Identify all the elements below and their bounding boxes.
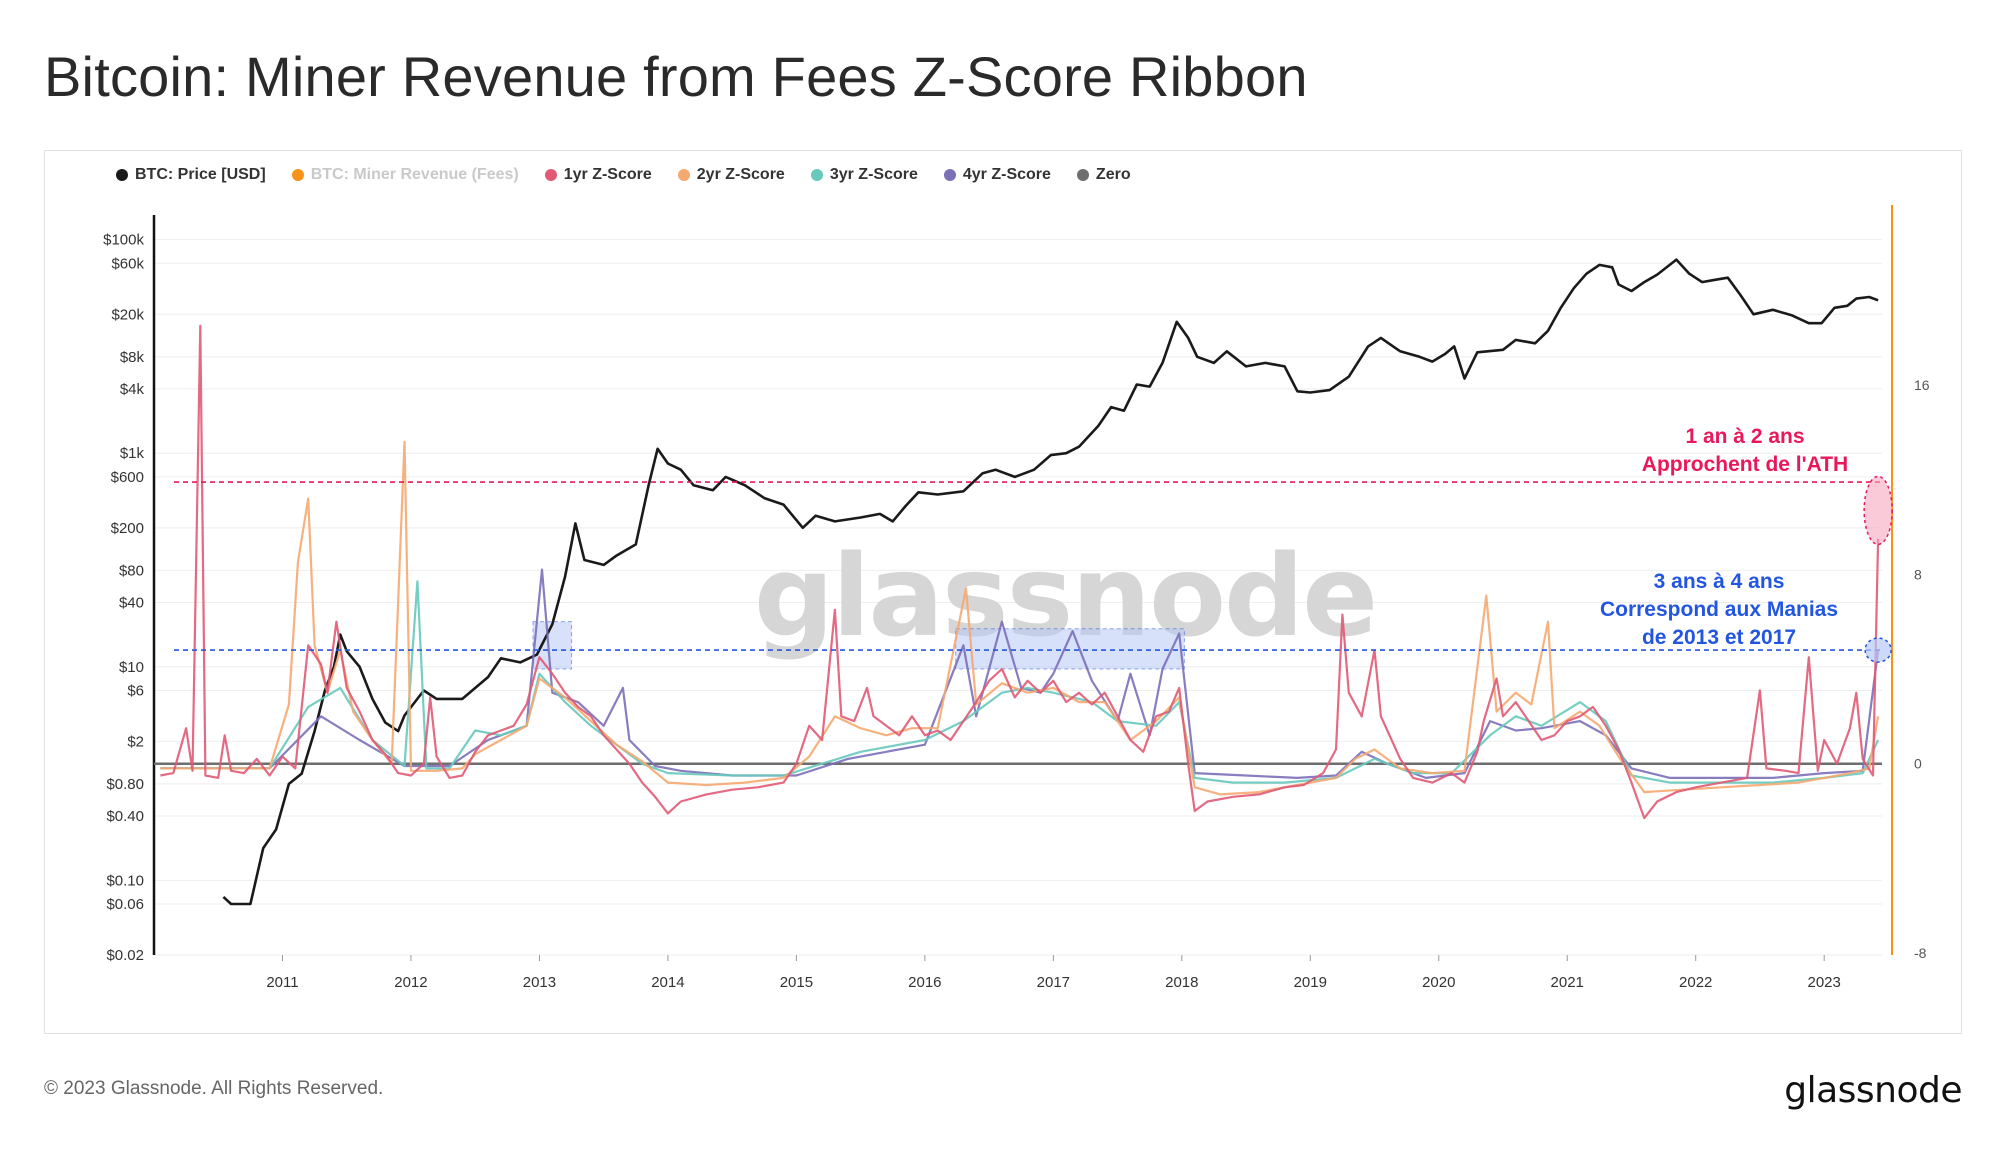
- series-btc-price-usd: [222, 258, 1879, 906]
- x-axis-tick-label: 2021: [1551, 974, 1584, 991]
- y-axis-right-tick-label: 0: [1914, 756, 1922, 772]
- x-axis-tick-label: 2012: [394, 974, 427, 991]
- y-axis-left-tick-label: $0.40: [106, 808, 144, 825]
- y-axis-left-tick-label: $4k: [120, 381, 145, 398]
- legend-item-btc-miner-revenue-fees[interactable]: BTC: Miner Revenue (Fees): [291, 166, 519, 184]
- y-axis-left-tick-label: $6: [127, 682, 144, 699]
- ath-marker: [1863, 475, 1893, 546]
- x-axis-tick-label: 2023: [1807, 974, 1840, 991]
- x-axis-tick-label: 2020: [1422, 974, 1455, 991]
- page-title: Bitcoin: Miner Revenue from Fees Z-Score…: [44, 45, 1308, 108]
- legend-swatch: [943, 169, 956, 181]
- y-axis-left-tick-label: $20k: [111, 306, 144, 323]
- y-axis-left-tick-label: $60k: [111, 255, 144, 272]
- y-axis-left-tick-label: $0.06: [106, 896, 144, 913]
- x-axis-tick-label: 2015: [780, 974, 813, 991]
- y-axis-left-tick-label: $200: [111, 520, 144, 537]
- legend-label: 2yr Z-Score: [696, 166, 785, 183]
- x-axis-tick-label: 2013: [523, 974, 556, 991]
- y-axis-left-tick-label: $10: [119, 659, 144, 676]
- legend-item-1yr-z-score[interactable]: 1yr Z-Score: [544, 166, 652, 184]
- y-axis-left-tick-label: $40: [119, 594, 144, 611]
- legend-label: BTC: Miner Revenue (Fees): [310, 166, 519, 183]
- legend-item-zero[interactable]: Zero: [1076, 166, 1131, 184]
- annotation-text: de 2013 et 2017: [1642, 626, 1796, 649]
- glassnode-logo: glassnode: [1784, 1070, 1962, 1111]
- series-2yr-z-score: [160, 440, 1880, 796]
- annotation-text: 3 ans à 4 ans: [1654, 570, 1785, 593]
- legend-item-3yr-z-score[interactable]: 3yr Z-Score: [810, 166, 918, 184]
- legend-label: BTC: Price [USD]: [135, 166, 266, 183]
- y-axis-left-tick-label: $8k: [120, 349, 145, 366]
- x-axis-tick-label: 2019: [1294, 974, 1327, 991]
- legend-swatch: [810, 169, 823, 181]
- legend-swatch: [291, 169, 304, 181]
- chart-legend: BTC: Price [USD] BTC: Miner Revenue (Fees…: [116, 166, 1131, 184]
- annotation-text: Approchent de l'ATH: [1642, 453, 1848, 476]
- y-axis-left-tick-label: $600: [111, 469, 144, 486]
- x-axis-tick-label: 2022: [1679, 974, 1712, 991]
- y-axis-left-tick-label: $2: [127, 733, 144, 750]
- y-axis-left-tick-label: $0.02: [106, 947, 144, 964]
- y-axis-right-tick-label: 8: [1914, 566, 1922, 582]
- x-axis-tick-label: 2016: [908, 974, 941, 991]
- legend-item-2yr-z-score[interactable]: 2yr Z-Score: [677, 166, 785, 184]
- legend-label: 1yr Z-Score: [563, 166, 652, 183]
- mania-marker: [1864, 637, 1892, 663]
- y-axis-left-tick-label: $0.10: [106, 872, 144, 889]
- copyright-notice: © 2023 Glassnode. All Rights Reserved.: [44, 1078, 384, 1099]
- x-axis-tick-label: 2017: [1037, 974, 1070, 991]
- legend-swatch: [677, 169, 690, 181]
- y-axis-left-tick-label: $80: [119, 562, 144, 579]
- series-1yr-z-score: [160, 324, 1880, 820]
- series-3yr-z-score: [160, 580, 1880, 784]
- y-axis-right-tick-label: -8: [1914, 945, 1927, 961]
- legend-label: Zero: [1095, 166, 1131, 183]
- annotation-text: 1 an à 2 ans: [1685, 425, 1804, 448]
- legend-item-4yr-z-score[interactable]: 4yr Z-Score: [943, 166, 1051, 184]
- x-axis-tick-label: 2014: [651, 974, 684, 991]
- y-axis-left-tick-label: $1k: [120, 445, 145, 462]
- x-axis-tick-label: 2018: [1165, 974, 1198, 991]
- x-axis-tick-label: 2011: [266, 974, 298, 991]
- legend-swatch: [116, 169, 128, 181]
- y-axis-left-tick-label: $0.80: [106, 776, 144, 793]
- annotation-text: Correspond aux Manias: [1600, 598, 1838, 621]
- legend-label: 4yr Z-Score: [962, 166, 1051, 183]
- legend-swatch: [1076, 169, 1089, 181]
- legend-item-btc-price-usd[interactable]: BTC: Price [USD]: [116, 166, 266, 184]
- legend-label: 3yr Z-Score: [829, 166, 918, 183]
- chart-frame: [44, 150, 1962, 1034]
- y-axis-left-tick-label: $100k: [103, 232, 144, 249]
- legend-swatch: [544, 169, 557, 181]
- y-axis-right-tick-label: 16: [1914, 377, 1930, 393]
